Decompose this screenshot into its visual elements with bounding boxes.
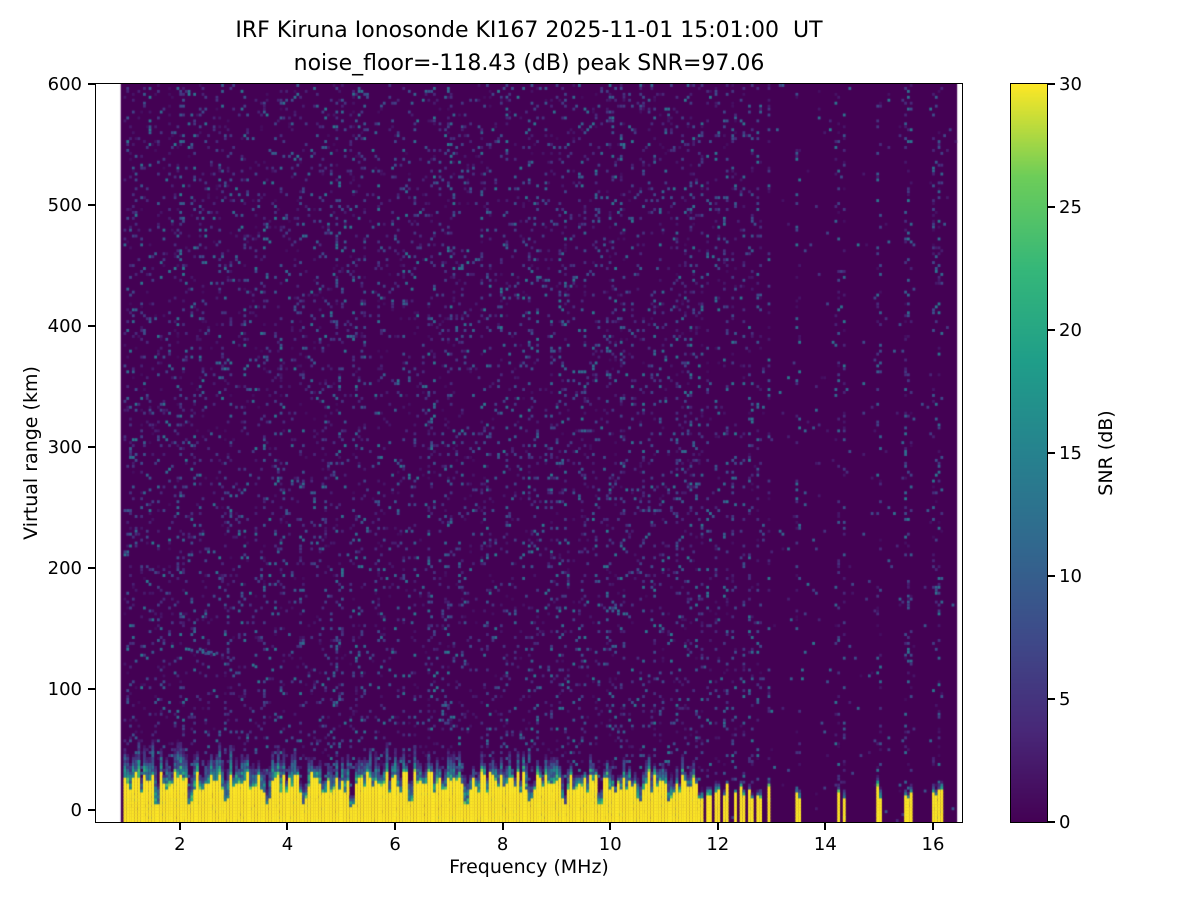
colorbar-tick-label: 15 (1059, 443, 1082, 464)
x-tick-label: 8 (496, 834, 509, 855)
colorbar-tick-label: 5 (1059, 689, 1071, 710)
y-tick-mark (88, 324, 95, 327)
x-tick-mark (824, 823, 827, 830)
y-tick-label: 300 (47, 436, 82, 458)
x-tick-mark (501, 823, 504, 830)
colorbar-tick-mark (1048, 575, 1055, 577)
x-tick-mark (178, 823, 181, 830)
colorbar-tick-label: 25 (1059, 197, 1082, 218)
colorbar (1010, 83, 1048, 823)
colorbar-tick-mark (1048, 821, 1055, 823)
y-tick-mark (88, 566, 95, 569)
colorbar-tick-mark (1048, 83, 1055, 85)
y-tick-label: 100 (47, 678, 82, 700)
x-tick-label: 12 (706, 834, 730, 855)
y-tick-mark (88, 808, 95, 811)
y-tick-label: 200 (47, 557, 82, 579)
y-tick-label: 500 (47, 194, 82, 216)
y-tick-label: 0 (70, 799, 82, 821)
colorbar-tick-label: 30 (1059, 74, 1082, 95)
x-tick-label: 2 (174, 834, 186, 855)
x-axis-label: Frequency (MHz) (449, 856, 609, 878)
colorbar-gradient (1011, 84, 1047, 822)
colorbar-tick-mark (1048, 698, 1055, 700)
colorbar-tick-mark (1048, 452, 1055, 454)
colorbar-tick-mark (1048, 329, 1055, 331)
y-tick-mark (88, 687, 95, 690)
y-tick-mark (88, 83, 95, 85)
y-tick-mark (88, 203, 95, 206)
colorbar-tick-label: 20 (1059, 320, 1082, 341)
heatmap-plot (95, 83, 963, 823)
chart-subtitle: noise_floor=-118.43 (dB) peak SNR=97.06 (293, 51, 765, 76)
x-tick-mark (609, 823, 612, 830)
x-tick-mark (286, 823, 289, 830)
x-tick-label: 16 (921, 834, 945, 855)
x-tick-label: 10 (598, 834, 622, 855)
colorbar-tick-label: 10 (1059, 566, 1082, 587)
x-tick-mark (716, 823, 719, 830)
x-tick-label: 6 (389, 834, 401, 855)
x-tick-mark (931, 823, 934, 830)
y-tick-mark (88, 445, 95, 448)
x-tick-label: 14 (813, 834, 837, 855)
y-tick-label: 400 (47, 315, 82, 337)
y-tick-label: 600 (47, 74, 82, 95)
colorbar-tick-label: 0 (1059, 812, 1071, 833)
chart-title: IRF Kiruna Ionosonde KI167 2025-11-01 15… (235, 18, 823, 43)
x-tick-label: 4 (281, 834, 294, 855)
heatmap-canvas (96, 84, 962, 822)
colorbar-tick-mark (1048, 206, 1055, 208)
x-tick-mark (394, 823, 397, 830)
